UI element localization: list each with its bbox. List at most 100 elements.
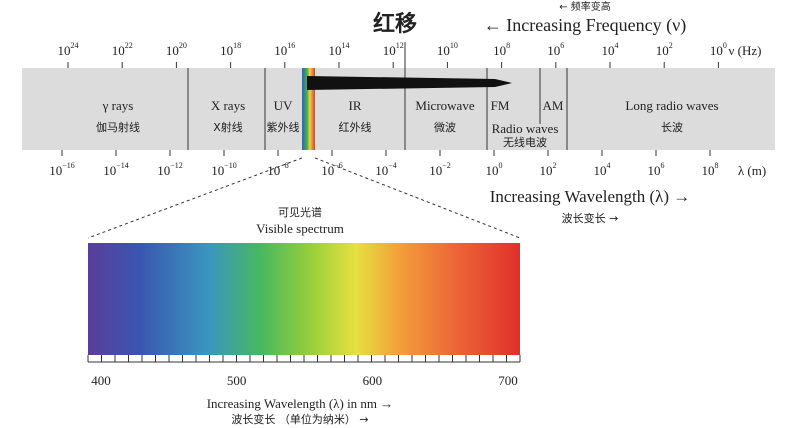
band-label: Long radio waves bbox=[625, 98, 718, 113]
power-base: 10 bbox=[437, 43, 450, 58]
power-base: 10 bbox=[375, 163, 388, 178]
power-exponent: −6 bbox=[334, 161, 343, 170]
frequency-direction-cn: ← 频率变高 bbox=[559, 0, 611, 13]
power-exponent: 14 bbox=[342, 41, 350, 50]
band-label: AM bbox=[543, 98, 564, 113]
power-label: 1010 bbox=[437, 41, 458, 58]
power-label: 10−16 bbox=[49, 161, 75, 178]
band-label-cn: 紫外线 bbox=[267, 120, 300, 134]
frequency-unit: ν (Hz) bbox=[729, 43, 762, 58]
power-label: 102 bbox=[540, 161, 557, 178]
power-base: 10 bbox=[103, 163, 116, 178]
power-base: 10 bbox=[220, 43, 233, 58]
power-exponent: 4 bbox=[615, 41, 619, 50]
power-exponent: 6 bbox=[560, 41, 564, 50]
visible-tick-label: 500 bbox=[227, 373, 247, 388]
power-exponent: 24 bbox=[71, 41, 79, 50]
power-base: 10 bbox=[166, 43, 179, 58]
power-label: 100 bbox=[486, 161, 503, 178]
power-exponent: 4 bbox=[607, 161, 611, 170]
band-label-cn: 微波 bbox=[434, 120, 456, 134]
power-label: 100 bbox=[710, 41, 727, 58]
power-label: 10−4 bbox=[375, 161, 397, 178]
power-exponent: 0 bbox=[723, 41, 727, 50]
power-base: 10 bbox=[429, 163, 442, 178]
power-base: 10 bbox=[486, 163, 499, 178]
power-label: 10−10 bbox=[211, 161, 237, 178]
power-base: 10 bbox=[157, 163, 170, 178]
power-exponent: 8 bbox=[715, 161, 719, 170]
frequency-direction: ← Increasing Frequency (ν) bbox=[484, 15, 687, 36]
power-base: 10 bbox=[211, 163, 224, 178]
band-label: Microwave bbox=[415, 98, 474, 113]
power-exponent: −2 bbox=[442, 161, 451, 170]
wavelength-unit: λ (m) bbox=[738, 163, 766, 178]
power-base: 10 bbox=[329, 43, 342, 58]
power-label: 104 bbox=[594, 161, 611, 178]
title: 红移 bbox=[373, 11, 417, 37]
band-label: Radio waves bbox=[492, 121, 559, 136]
power-base: 10 bbox=[648, 163, 661, 178]
visible-spectrum bbox=[88, 243, 520, 355]
visible-connectors bbox=[87, 157, 521, 239]
power-label: 1016 bbox=[274, 41, 295, 58]
band-label: IR bbox=[349, 98, 362, 113]
band-label-cn: 长波 bbox=[661, 121, 683, 134]
power-exponent: −12 bbox=[170, 161, 183, 170]
power-base: 10 bbox=[656, 43, 669, 58]
power-label: 10−14 bbox=[103, 161, 129, 178]
power-label: 106 bbox=[648, 161, 665, 178]
power-exponent: 10 bbox=[450, 41, 458, 50]
power-label: 108 bbox=[493, 41, 510, 58]
power-base: 10 bbox=[540, 163, 553, 178]
wavelength-direction: Increasing Wavelength (λ) → bbox=[490, 187, 691, 206]
power-base: 10 bbox=[493, 43, 506, 58]
power-label: 1018 bbox=[220, 41, 241, 58]
power-exponent: −10 bbox=[224, 161, 237, 170]
power-label: 10−6 bbox=[321, 161, 343, 178]
power-label: 108 bbox=[702, 161, 719, 178]
power-exponent: 2 bbox=[553, 161, 557, 170]
power-exponent: 18 bbox=[233, 41, 241, 50]
power-label: 106 bbox=[547, 41, 564, 58]
power-exponent: −14 bbox=[116, 161, 129, 170]
power-label: 10−8 bbox=[267, 161, 289, 178]
band-label-cn: X射线 bbox=[213, 120, 243, 134]
power-label: 1020 bbox=[166, 41, 187, 58]
band-label-cn: 红外线 bbox=[339, 120, 372, 134]
band-label: γ rays bbox=[102, 98, 134, 113]
power-base: 10 bbox=[702, 163, 715, 178]
power-exponent: 0 bbox=[499, 161, 503, 170]
band-label: X rays bbox=[211, 98, 245, 113]
power-label: 1024 bbox=[58, 41, 79, 58]
power-exponent: 6 bbox=[661, 161, 665, 170]
visible-axis-label: Increasing Wavelength (λ) in nm → bbox=[207, 396, 394, 411]
power-base: 10 bbox=[49, 163, 62, 178]
power-exponent: 2 bbox=[669, 41, 673, 50]
power-exponent: 12 bbox=[396, 41, 404, 50]
band-label-cn: 伽马射线 bbox=[96, 120, 140, 134]
power-label: 1022 bbox=[112, 41, 133, 58]
power-exponent: 20 bbox=[179, 41, 187, 50]
wavelength-direction-cn: 波长变长 → bbox=[562, 211, 619, 225]
power-exponent: 16 bbox=[287, 41, 295, 50]
power-base: 10 bbox=[112, 43, 125, 58]
power-exponent: −4 bbox=[388, 161, 397, 170]
power-exponent: 8 bbox=[506, 41, 510, 50]
visible-label-cn: 可见光谱 bbox=[278, 205, 322, 219]
band-label: UV bbox=[274, 98, 293, 113]
visible-tick-label: 700 bbox=[498, 373, 518, 388]
power-base: 10 bbox=[710, 43, 723, 58]
power-exponent: −8 bbox=[280, 161, 289, 170]
power-exponent: 22 bbox=[125, 41, 133, 50]
band-label-cn: 无线电波 bbox=[503, 135, 547, 149]
band-label: FM bbox=[491, 98, 510, 113]
power-label: 10−12 bbox=[157, 161, 183, 178]
power-label: 1014 bbox=[329, 41, 350, 58]
power-base: 10 bbox=[267, 163, 280, 178]
power-base: 10 bbox=[547, 43, 560, 58]
power-base: 10 bbox=[58, 43, 71, 58]
power-label: 104 bbox=[602, 41, 619, 58]
power-label: 10−2 bbox=[429, 161, 451, 178]
